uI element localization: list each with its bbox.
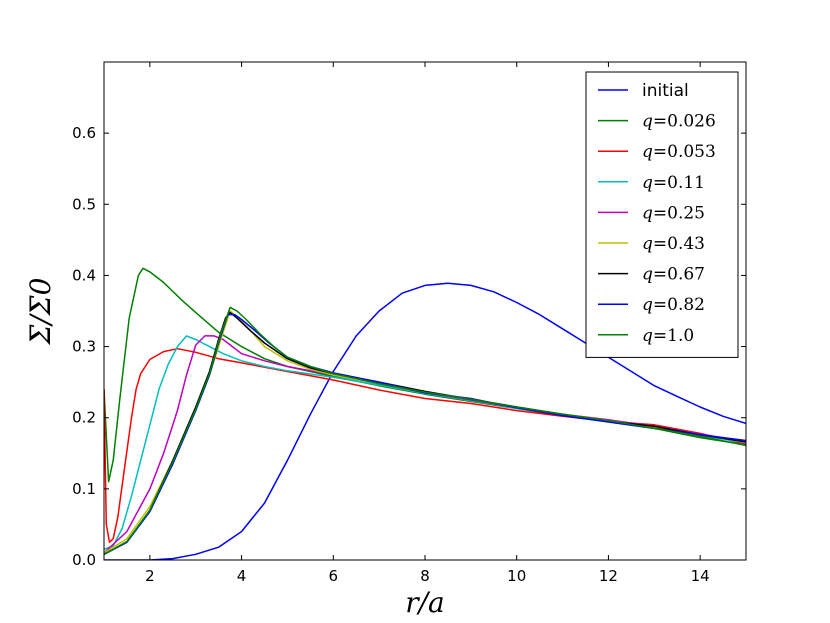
x-tick-label: 6 [329,567,339,585]
legend-label: q=0.43 [642,234,705,254]
x-tick-label: 12 [599,567,618,585]
legend-label: q=1.0 [642,326,694,346]
y-tick-label: 0.3 [72,338,96,356]
legend-label: q=0.053 [642,142,716,162]
ticks-layer: 2 4 6 8 10 12 14 0.0 0.1 0.2 0.3 0.4 0.5 0.6 [72,62,746,585]
legend-label: q=0.82 [642,295,705,315]
y-tick-label: 0.5 [72,195,96,213]
series-line-4 [104,335,746,554]
x-tick-label: 8 [420,567,430,585]
y-tick-label: 0.0 [72,551,96,569]
x-tick-label: 10 [507,567,526,585]
legend-label: initial [642,81,689,101]
y-tick-label: 0.4 [72,266,96,284]
legend-label: q=0.11 [642,173,705,193]
legend-label: q=0.026 [642,112,716,132]
series-line-8 [104,306,746,555]
y-axis-label: Σ/Σ0 [24,278,57,346]
y-tick-label: 0.6 [72,124,96,142]
x-tick-label: 2 [145,567,155,585]
series-line-0 [104,282,746,560]
x-axis-label: r/a [405,586,445,619]
y-tick-label: 0.2 [72,409,96,427]
legend-box [585,71,739,358]
legend-label: q=0.25 [642,203,705,223]
series-line-2 [104,347,746,543]
series-layer [104,267,746,560]
y-tick-label: 0.1 [72,480,96,498]
legend: initial q=0.026 q=0.053 q=0.11 q=0.25 q=0.43 q… [585,71,739,358]
series-line-3 [104,335,746,551]
x-tick-label: 14 [691,567,710,585]
x-tick-label: 4 [237,567,247,585]
legend-label: q=0.67 [642,265,705,285]
